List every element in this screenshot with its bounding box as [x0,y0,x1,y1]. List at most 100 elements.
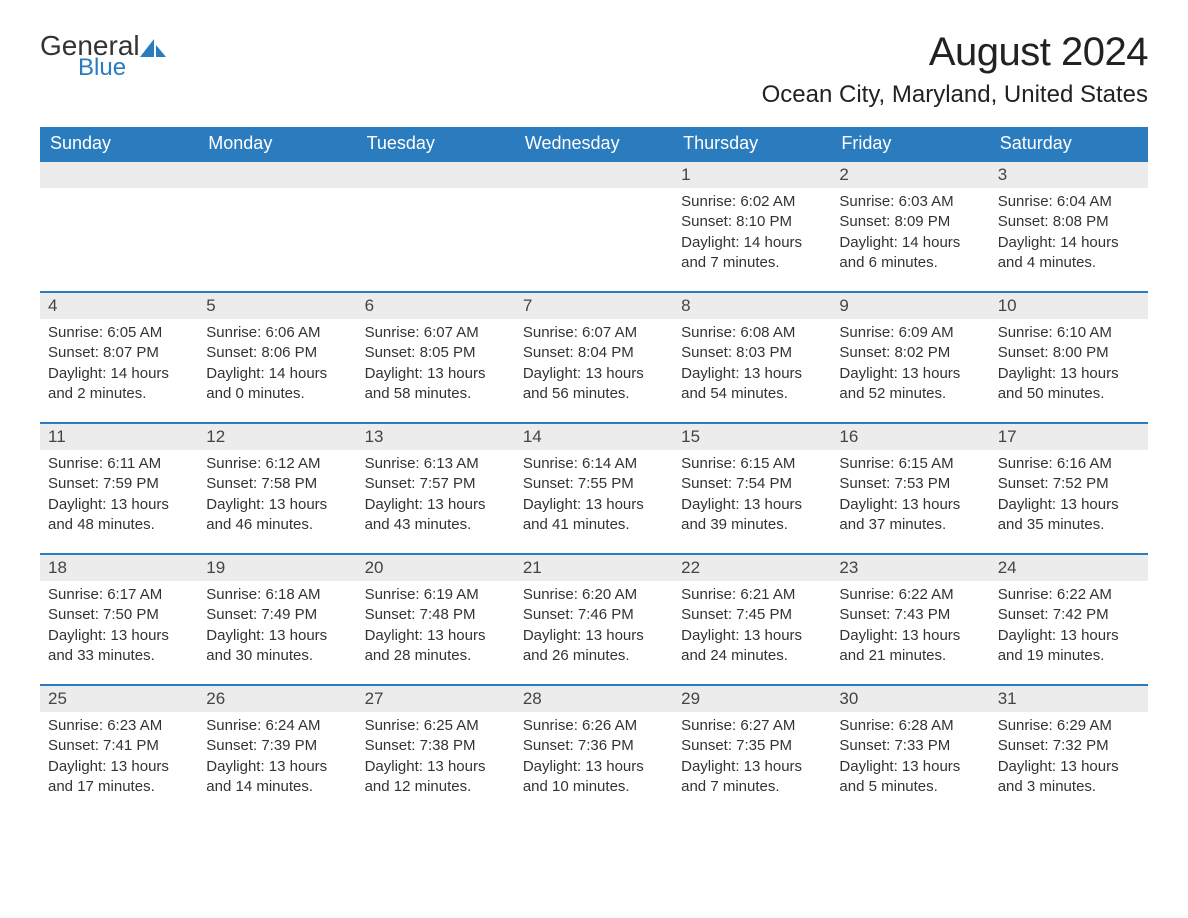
day-number: 19 [198,555,356,581]
weekday-header: Saturday [990,127,1148,161]
sunrise-text: Sunrise: 6:05 AM [48,323,190,343]
location: Ocean City, Maryland, United States [762,81,1148,109]
sunrise-text: Sunrise: 6:08 AM [681,323,823,343]
day-cell: 27Sunrise: 6:25 AMSunset: 7:38 PMDayligh… [357,685,515,815]
day-body: Sunrise: 6:09 AMSunset: 8:02 PMDaylight:… [831,319,989,422]
sunset-text: Sunset: 7:59 PM [48,474,190,494]
day-cell: 14Sunrise: 6:14 AMSunset: 7:55 PMDayligh… [515,423,673,554]
daylight-text: Daylight: 13 hours and 52 minutes. [839,364,981,405]
sunrise-text: Sunrise: 6:09 AM [839,323,981,343]
day-number: 14 [515,424,673,450]
day-cell: 25Sunrise: 6:23 AMSunset: 7:41 PMDayligh… [40,685,198,815]
week-row: 18Sunrise: 6:17 AMSunset: 7:50 PMDayligh… [40,554,1148,685]
day-body: Sunrise: 6:25 AMSunset: 7:38 PMDaylight:… [357,712,515,815]
day-cell: 7Sunrise: 6:07 AMSunset: 8:04 PMDaylight… [515,292,673,423]
day-number: 31 [990,686,1148,712]
day-body: Sunrise: 6:15 AMSunset: 7:54 PMDaylight:… [673,450,831,553]
day-number: 29 [673,686,831,712]
daylight-text: Daylight: 13 hours and 41 minutes. [523,495,665,536]
sunset-text: Sunset: 7:32 PM [998,736,1140,756]
daylight-text: Daylight: 13 hours and 48 minutes. [48,495,190,536]
day-body: Sunrise: 6:14 AMSunset: 7:55 PMDaylight:… [515,450,673,553]
logo-sail-icon [140,39,166,57]
month-title: August 2024 [762,30,1148,75]
sunrise-text: Sunrise: 6:27 AM [681,716,823,736]
sunset-text: Sunset: 8:00 PM [998,343,1140,363]
day-cell: 15Sunrise: 6:15 AMSunset: 7:54 PMDayligh… [673,423,831,554]
week-row: 1Sunrise: 6:02 AMSunset: 8:10 PMDaylight… [40,161,1148,292]
weekday-header: Tuesday [357,127,515,161]
day-body: Sunrise: 6:19 AMSunset: 7:48 PMDaylight:… [357,581,515,684]
sunset-text: Sunset: 8:09 PM [839,212,981,232]
day-number: 23 [831,555,989,581]
sunset-text: Sunset: 7:54 PM [681,474,823,494]
day-number: 5 [198,293,356,319]
daylight-text: Daylight: 13 hours and 10 minutes. [523,757,665,798]
sunrise-text: Sunrise: 6:22 AM [839,585,981,605]
daylight-text: Daylight: 13 hours and 12 minutes. [365,757,507,798]
day-cell: 21Sunrise: 6:20 AMSunset: 7:46 PMDayligh… [515,554,673,685]
day-number: 11 [40,424,198,450]
day-body [40,188,198,283]
daylight-text: Daylight: 13 hours and 14 minutes. [206,757,348,798]
day-body: Sunrise: 6:07 AMSunset: 8:05 PMDaylight:… [357,319,515,422]
sunset-text: Sunset: 7:55 PM [523,474,665,494]
day-cell: 18Sunrise: 6:17 AMSunset: 7:50 PMDayligh… [40,554,198,685]
day-cell: 3Sunrise: 6:04 AMSunset: 8:08 PMDaylight… [990,161,1148,292]
day-cell: 12Sunrise: 6:12 AMSunset: 7:58 PMDayligh… [198,423,356,554]
day-cell: 8Sunrise: 6:08 AMSunset: 8:03 PMDaylight… [673,292,831,423]
daylight-text: Daylight: 14 hours and 7 minutes. [681,233,823,274]
day-cell [357,161,515,292]
day-cell: 9Sunrise: 6:09 AMSunset: 8:02 PMDaylight… [831,292,989,423]
sunrise-text: Sunrise: 6:17 AM [48,585,190,605]
day-cell: 31Sunrise: 6:29 AMSunset: 7:32 PMDayligh… [990,685,1148,815]
weekday-header-row: Sunday Monday Tuesday Wednesday Thursday… [40,127,1148,161]
day-number: 16 [831,424,989,450]
day-body: Sunrise: 6:18 AMSunset: 7:49 PMDaylight:… [198,581,356,684]
title-block: August 2024 Ocean City, Maryland, United… [762,30,1148,119]
day-body: Sunrise: 6:04 AMSunset: 8:08 PMDaylight:… [990,188,1148,291]
day-number [515,162,673,188]
sunrise-text: Sunrise: 6:03 AM [839,192,981,212]
daylight-text: Daylight: 14 hours and 2 minutes. [48,364,190,405]
sunset-text: Sunset: 7:39 PM [206,736,348,756]
sunset-text: Sunset: 7:43 PM [839,605,981,625]
day-number: 22 [673,555,831,581]
day-cell: 4Sunrise: 6:05 AMSunset: 8:07 PMDaylight… [40,292,198,423]
sunrise-text: Sunrise: 6:20 AM [523,585,665,605]
day-body: Sunrise: 6:15 AMSunset: 7:53 PMDaylight:… [831,450,989,553]
day-body: Sunrise: 6:02 AMSunset: 8:10 PMDaylight:… [673,188,831,291]
day-body: Sunrise: 6:29 AMSunset: 7:32 PMDaylight:… [990,712,1148,815]
daylight-text: Daylight: 13 hours and 3 minutes. [998,757,1140,798]
daylight-text: Daylight: 14 hours and 4 minutes. [998,233,1140,274]
day-body: Sunrise: 6:23 AMSunset: 7:41 PMDaylight:… [40,712,198,815]
day-number: 17 [990,424,1148,450]
sunset-text: Sunset: 7:53 PM [839,474,981,494]
day-body: Sunrise: 6:17 AMSunset: 7:50 PMDaylight:… [40,581,198,684]
sunset-text: Sunset: 8:10 PM [681,212,823,232]
day-number: 25 [40,686,198,712]
day-cell: 1Sunrise: 6:02 AMSunset: 8:10 PMDaylight… [673,161,831,292]
day-body: Sunrise: 6:22 AMSunset: 7:42 PMDaylight:… [990,581,1148,684]
sunrise-text: Sunrise: 6:07 AM [365,323,507,343]
day-body: Sunrise: 6:03 AMSunset: 8:09 PMDaylight:… [831,188,989,291]
day-cell [515,161,673,292]
sunset-text: Sunset: 7:49 PM [206,605,348,625]
sunset-text: Sunset: 7:42 PM [998,605,1140,625]
day-number: 6 [357,293,515,319]
day-cell: 22Sunrise: 6:21 AMSunset: 7:45 PMDayligh… [673,554,831,685]
day-cell: 13Sunrise: 6:13 AMSunset: 7:57 PMDayligh… [357,423,515,554]
day-cell: 11Sunrise: 6:11 AMSunset: 7:59 PMDayligh… [40,423,198,554]
day-number: 26 [198,686,356,712]
day-number [40,162,198,188]
daylight-text: Daylight: 14 hours and 0 minutes. [206,364,348,405]
day-body: Sunrise: 6:16 AMSunset: 7:52 PMDaylight:… [990,450,1148,553]
sunrise-text: Sunrise: 6:21 AM [681,585,823,605]
weekday-header: Thursday [673,127,831,161]
day-body: Sunrise: 6:22 AMSunset: 7:43 PMDaylight:… [831,581,989,684]
sunrise-text: Sunrise: 6:10 AM [998,323,1140,343]
daylight-text: Daylight: 13 hours and 46 minutes. [206,495,348,536]
day-body: Sunrise: 6:27 AMSunset: 7:35 PMDaylight:… [673,712,831,815]
day-cell [40,161,198,292]
weekday-header: Sunday [40,127,198,161]
